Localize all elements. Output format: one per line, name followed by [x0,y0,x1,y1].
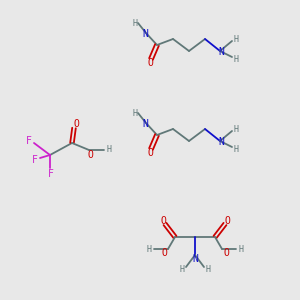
Text: H: H [133,19,137,28]
Text: H: H [133,109,137,118]
Text: H: H [206,266,211,274]
Text: N: N [192,254,198,264]
Text: O: O [87,150,93,160]
Text: O: O [223,248,229,258]
Text: N: N [142,119,148,129]
Text: O: O [161,248,167,258]
Text: H: H [238,244,244,253]
Text: F: F [26,136,32,146]
Text: F: F [48,169,54,179]
Text: O: O [160,216,166,226]
Text: H: H [233,35,238,44]
Text: F: F [32,155,38,165]
Text: N: N [218,137,224,147]
Text: H: H [233,125,238,134]
Text: H: H [233,145,238,154]
Text: N: N [142,29,148,39]
Text: O: O [147,58,153,68]
Text: H: H [233,55,238,64]
Text: O: O [147,148,153,158]
Text: N: N [218,47,224,57]
Text: H: H [179,266,184,274]
Text: O: O [224,216,230,226]
Text: H: H [106,146,112,154]
Text: H: H [146,244,152,253]
Text: O: O [73,119,79,129]
